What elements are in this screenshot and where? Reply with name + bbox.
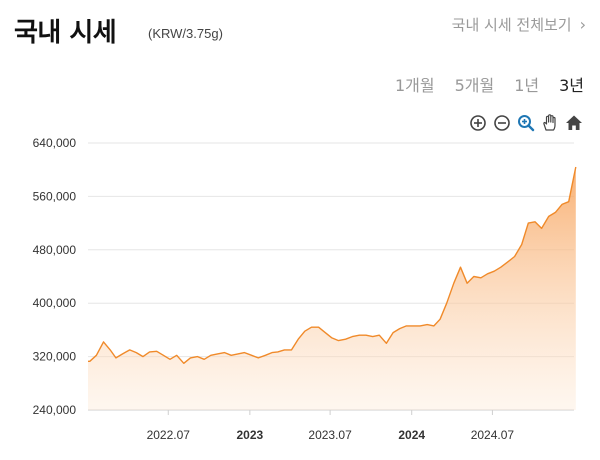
y-tick-label: 320,000 [33, 350, 77, 364]
price-line [88, 166, 577, 364]
y-tick-label: 640,000 [33, 136, 77, 150]
tab-3-years[interactable]: 3년 [559, 76, 584, 95]
x-tick-label: 2024 [398, 428, 425, 442]
view-all-link[interactable]: 국내 시세 전체보기 › [452, 14, 586, 35]
tab-1-year[interactable]: 1년 [514, 76, 540, 95]
pan-hand-icon[interactable] [540, 113, 560, 133]
x-tick-label: 2024.07 [471, 428, 515, 442]
tab-5-months[interactable]: 5개월 [454, 76, 495, 95]
tab-1-month[interactable]: 1개월 [394, 76, 435, 95]
zoom-select-icon[interactable] [516, 113, 536, 133]
zoom-in-icon[interactable] [468, 113, 488, 133]
price-area-fill [88, 167, 576, 410]
y-tick-label: 240,000 [33, 403, 77, 417]
home-icon[interactable] [564, 113, 584, 133]
zoom-out-icon[interactable] [492, 113, 512, 133]
unit-label: (KRW/3.75g) [148, 26, 223, 41]
view-all-label: 국내 시세 전체보기 [451, 16, 572, 34]
page-title: 국내 시세 [14, 18, 117, 48]
y-tick-label: 480,000 [33, 243, 77, 257]
x-tick-label: 2023.07 [308, 428, 352, 442]
period-tabs: 1개월 5개월 1년 3년 [395, 72, 584, 96]
chart-toolbar [468, 113, 584, 133]
y-tick-label: 400,000 [33, 296, 77, 310]
x-tick-label: 2022.07 [147, 428, 191, 442]
x-tick-label: 2023 [237, 428, 264, 442]
y-tick-label: 560,000 [33, 189, 77, 203]
chevron-right-icon: › [579, 15, 586, 34]
